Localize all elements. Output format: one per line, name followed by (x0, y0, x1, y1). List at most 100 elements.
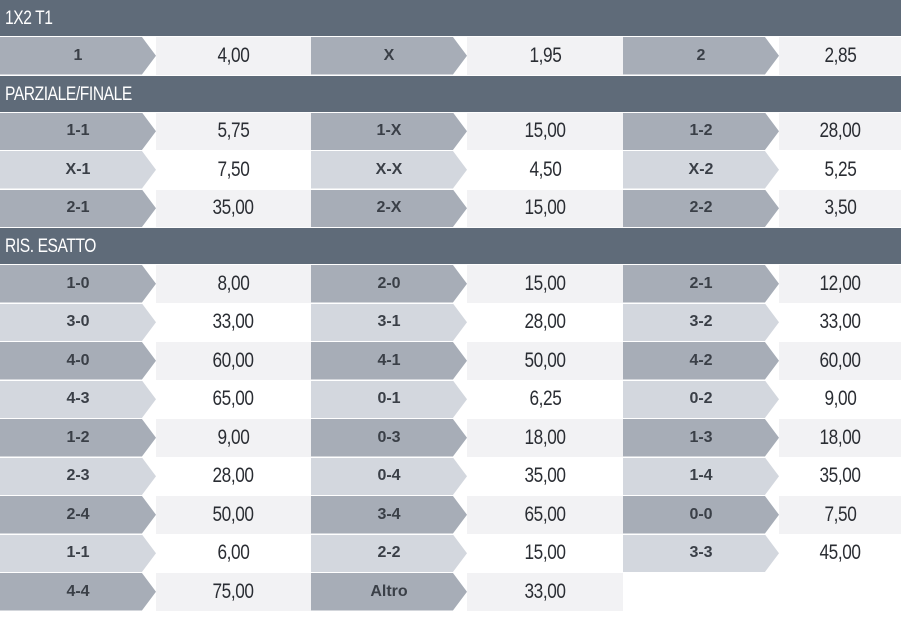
bet-option[interactable]: 2-1 12,00 (623, 265, 901, 303)
odds-value[interactable]: 50,00 (467, 342, 623, 380)
outcome-label: 2-0 (311, 265, 467, 303)
bet-option[interactable]: 1-2 28,00 (623, 112, 901, 150)
bet-option[interactable]: X 1,95 (311, 37, 623, 75)
odds-value-text: 3,50 (824, 196, 856, 220)
odds-value[interactable]: 65,00 (467, 496, 623, 534)
bet-option[interactable]: 2-4 50,00 (0, 496, 311, 534)
odds-value-text: 33,00 (524, 579, 566, 603)
odds-value[interactable]: 9,00 (156, 419, 311, 457)
bet-option[interactable]: 2-0 15,00 (311, 265, 623, 303)
odds-value[interactable]: 15,00 (467, 265, 623, 303)
bet-option[interactable]: 1-1 6,00 (0, 534, 311, 572)
bet-option[interactable]: 2-X 15,00 (311, 189, 623, 227)
bet-option[interactable]: 4-4 75,00 (0, 573, 311, 611)
odds-row: 4-0 60,00 4-1 50,00 4-2 60,00 (0, 342, 901, 381)
odds-value-text: 1,95 (529, 43, 561, 67)
bet-option[interactable]: 0-3 18,00 (311, 419, 623, 457)
bet-option[interactable]: X-2 5,25 (623, 151, 901, 189)
odds-value[interactable]: 8,00 (156, 265, 311, 303)
odds-value[interactable]: 28,00 (779, 112, 901, 150)
odds-row: X-1 7,50 X-X 4,50 X-2 5,25 (0, 151, 901, 190)
odds-value[interactable]: 28,00 (467, 303, 623, 341)
odds-value[interactable]: 7,50 (779, 496, 901, 534)
bet-option[interactable]: 4-0 60,00 (0, 342, 311, 380)
bet-option[interactable]: 1-1 5,75 (0, 112, 311, 150)
bet-option[interactable]: 0-2 9,00 (623, 380, 901, 418)
odds-value[interactable]: 15,00 (467, 189, 623, 227)
bet-option[interactable]: 4-1 50,00 (311, 342, 623, 380)
bet-option[interactable]: 1 4,00 (0, 37, 311, 75)
bet-option[interactable]: 1-4 35,00 (623, 457, 901, 495)
odds-value[interactable]: 65,00 (156, 380, 311, 418)
odds-value[interactable]: 6,00 (156, 534, 311, 572)
odds-value[interactable]: 4,00 (156, 37, 311, 75)
outcome-label: 1-1 (0, 534, 156, 572)
odds-value[interactable]: 6,25 (467, 380, 623, 418)
odds-value[interactable]: 12,00 (779, 265, 901, 303)
odds-value[interactable]: 45,00 (779, 534, 901, 572)
odds-value-text: 35,00 (819, 464, 861, 488)
bet-option[interactable]: 4-2 60,00 (623, 342, 901, 380)
odds-value[interactable]: 35,00 (779, 457, 901, 495)
bet-option[interactable]: 2-2 15,00 (311, 534, 623, 572)
odds-value-text: 50,00 (524, 348, 566, 372)
odds-value[interactable]: 4,50 (467, 151, 623, 189)
bet-option[interactable]: 3-4 65,00 (311, 496, 623, 534)
bet-option[interactable]: 3-3 45,00 (623, 534, 901, 572)
odds-row: 1 4,00 X 1,95 2 2,85 (0, 37, 901, 76)
odds-value[interactable]: 18,00 (779, 419, 901, 457)
odds-value[interactable]: 50,00 (156, 496, 311, 534)
odds-row: 2-3 28,00 0-4 35,00 1-4 35,00 (0, 457, 901, 496)
odds-value[interactable]: 2,85 (779, 37, 901, 75)
odds-value-text: 35,00 (212, 196, 255, 220)
bet-option[interactable]: X-X 4,50 (311, 151, 623, 189)
bet-option[interactable]: 3-1 28,00 (311, 303, 623, 341)
bet-option[interactable]: 2-3 28,00 (0, 457, 311, 495)
odds-value[interactable]: 15,00 (467, 112, 623, 150)
odds-value-text: 6,00 (217, 541, 250, 565)
odds-value[interactable]: 33,00 (467, 573, 623, 611)
bet-option[interactable]: 0-1 6,25 (311, 380, 623, 418)
odds-value[interactable]: 28,00 (156, 457, 311, 495)
odds-value[interactable]: 35,00 (156, 189, 311, 227)
bet-option[interactable]: 3-0 33,00 (0, 303, 311, 341)
odds-value[interactable]: 5,75 (156, 112, 311, 150)
odds-value[interactable]: 60,00 (779, 342, 901, 380)
bet-option[interactable]: 2-1 35,00 (0, 189, 311, 227)
bet-option[interactable]: X-1 7,50 (0, 151, 311, 189)
outcome-label: Altro (311, 573, 467, 611)
odds-value[interactable]: 60,00 (156, 342, 311, 380)
odds-value[interactable]: 18,00 (467, 419, 623, 457)
bet-option[interactable]: 2-2 3,50 (623, 189, 901, 227)
bet-option[interactable]: 2 2,85 (623, 37, 901, 75)
outcome-label: 1 (0, 37, 156, 75)
bet-option[interactable]: 0-0 7,50 (623, 496, 901, 534)
odds-value[interactable]: 33,00 (156, 303, 311, 341)
bet-option[interactable]: 1-X 15,00 (311, 112, 623, 150)
odds-value-text: 15,00 (524, 271, 566, 295)
odds-value[interactable]: 9,00 (779, 380, 901, 418)
odds-value[interactable]: 1,95 (467, 37, 623, 75)
odds-value[interactable]: 35,00 (467, 457, 623, 495)
outcome-label: 2-3 (0, 457, 156, 495)
bet-option[interactable]: 1-2 9,00 (0, 419, 311, 457)
odds-value-text: 4,00 (217, 43, 250, 67)
outcome-label: 3-2 (623, 303, 779, 341)
odds-value[interactable]: 3,50 (779, 189, 901, 227)
odds-value[interactable]: 7,50 (156, 151, 311, 189)
odds-value-text: 7,50 (217, 157, 250, 181)
bet-option[interactable]: 0-4 35,00 (311, 457, 623, 495)
bet-option[interactable]: 1-3 18,00 (623, 419, 901, 457)
odds-value[interactable]: 5,25 (779, 151, 901, 189)
odds-value[interactable]: 33,00 (779, 303, 901, 341)
bet-option[interactable]: 3-2 33,00 (623, 303, 901, 341)
outcome-label: 3-4 (311, 496, 467, 534)
odds-row: 4-3 65,00 0-1 6,25 0-2 9,00 (0, 380, 901, 419)
odds-value[interactable]: 15,00 (467, 534, 623, 572)
odds-value[interactable]: 75,00 (156, 573, 311, 611)
bet-option[interactable]: 1-0 8,00 (0, 265, 311, 303)
bet-option[interactable]: Altro 33,00 (311, 573, 623, 611)
bet-option[interactable]: 4-3 65,00 (0, 380, 311, 418)
section-header: 1X2 T1 (0, 0, 901, 37)
outcome-label: 1-3 (623, 419, 779, 457)
